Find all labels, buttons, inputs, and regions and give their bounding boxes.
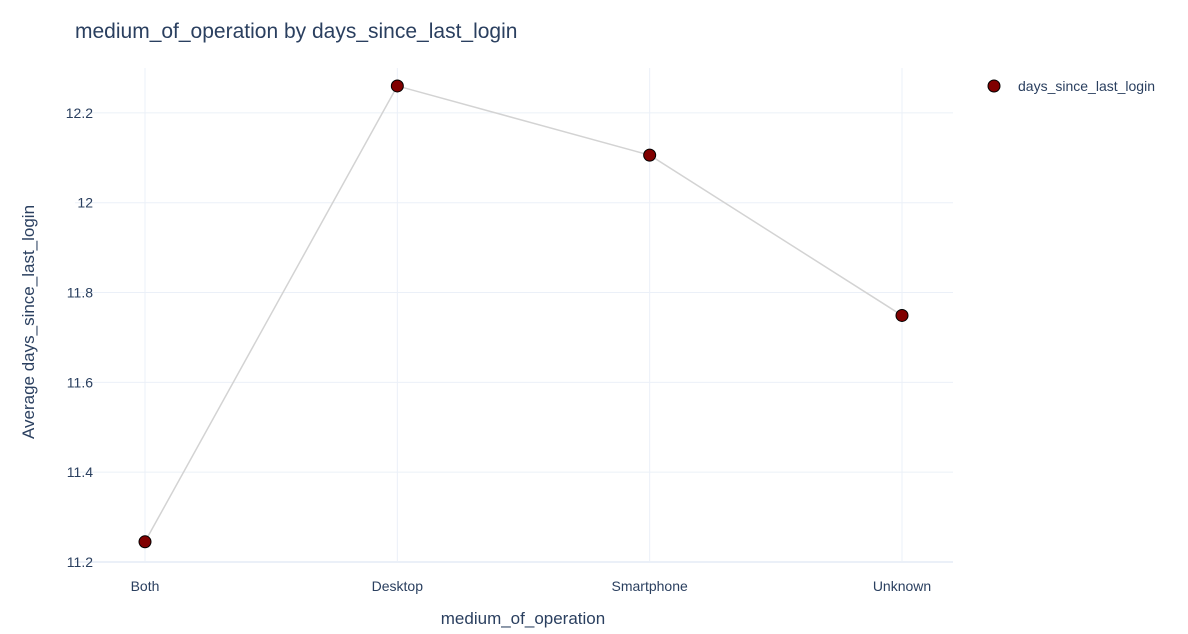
series-layer (138, 79, 909, 549)
y-tick-label: 11.4 (67, 464, 93, 480)
chart-title: medium_of_operation by days_since_last_l… (75, 20, 517, 43)
y-tick-label: 12.2 (66, 105, 93, 121)
legend[interactable]: days_since_last_login (987, 78, 1155, 94)
data-point[interactable] (643, 148, 657, 162)
data-point[interactable] (390, 79, 404, 93)
tick-layer: 11.2 11.4 11.6 11.8 12 12.2 Both Desktop Smartph… (66, 105, 931, 594)
grid-layer (75, 68, 953, 563)
x-tick-label: Desktop (372, 578, 424, 594)
x-tick-label: Unknown (873, 578, 931, 594)
series-line (144, 85, 903, 543)
x-tick-label: Smartphone (612, 578, 688, 594)
x-tick-label: Both (131, 578, 160, 594)
y-tick-label: 11.2 (67, 554, 93, 570)
data-point[interactable] (138, 535, 152, 549)
y-tick-label: 12 (77, 195, 93, 211)
data-point[interactable] (895, 308, 909, 322)
x-axis-title: medium_of_operation (441, 609, 605, 628)
y-tick-label: 11.8 (67, 285, 93, 301)
y-tick-label: 11.6 (67, 374, 93, 390)
y-axis-title: Average days_since_last_login (19, 205, 38, 439)
legend-marker (987, 79, 1001, 93)
legend-label: days_since_last_login (1018, 78, 1155, 94)
